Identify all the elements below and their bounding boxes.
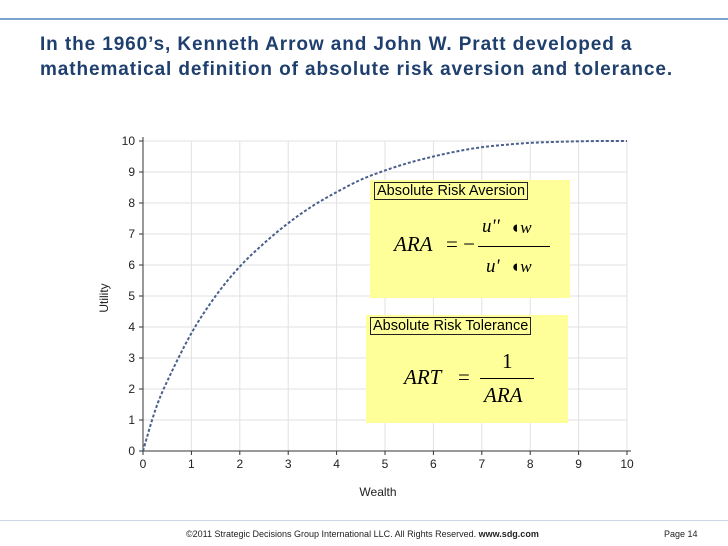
slide-title: In the 1960’s, Kenneth Arrow and John W.… — [40, 34, 674, 80]
footer-copyright-text: ©2011 Strategic Decisions Group Internat… — [186, 529, 477, 539]
x-axis-label: Wealth — [359, 485, 396, 499]
y-tick-label: 3 — [128, 351, 135, 365]
x-tick-label: 8 — [527, 457, 534, 471]
ara-numerator: u'' — [482, 216, 500, 237]
art-lhs: ART — [404, 365, 442, 389]
ara-numerator-arg-icon: ◖w — [510, 218, 532, 237]
chart-axes — [139, 137, 631, 455]
x-tick-label: 0 — [140, 457, 147, 471]
y-tick-label: 8 — [128, 196, 135, 210]
art-numerator: 1 — [502, 349, 513, 373]
art-box: Absolute Risk Tolerance ART = 1 ARA — [366, 315, 568, 423]
utility-curve — [142, 139, 628, 452]
ara-box: Absolute Risk Aversion ARA = − u'' ◖w u'… — [370, 180, 570, 298]
ara-denominator-arg-icon: ◖w — [510, 257, 532, 276]
art-heading: Absolute Risk Tolerance — [370, 317, 532, 335]
footer-rule — [0, 520, 728, 521]
y-tick-label: 2 — [128, 382, 135, 396]
x-tick-label: 7 — [478, 457, 485, 471]
y-axis-label: Utility — [97, 283, 111, 312]
ara-denominator: u' — [486, 256, 500, 277]
top-rule — [0, 18, 728, 20]
art-denominator: ARA — [484, 383, 523, 407]
y-tick-label: 1 — [128, 413, 135, 427]
y-tick-label: 6 — [128, 258, 135, 272]
x-tick-label: 10 — [620, 457, 634, 471]
y-tick-label: 5 — [128, 289, 135, 303]
ara-fraction-bar — [478, 246, 550, 247]
x-tick-label: 2 — [236, 457, 243, 471]
slide-footer: ©2011 Strategic Decisions Group Internat… — [0, 525, 728, 546]
y-tick-label: 7 — [128, 227, 135, 241]
x-tick-label: 3 — [285, 457, 292, 471]
art-equals: = — [458, 365, 470, 389]
footer-url[interactable]: www.sdg.com — [478, 529, 539, 539]
y-tick-label: 10 — [122, 134, 136, 148]
x-tick-label: 9 — [575, 457, 582, 471]
y-tick-label: 0 — [128, 444, 135, 458]
ara-lhs: ARA — [394, 232, 433, 256]
footer-copyright: ©2011 Strategic Decisions Group Internat… — [186, 529, 539, 539]
x-tick-label: 1 — [188, 457, 195, 471]
ara-heading: Absolute Risk Aversion — [374, 182, 529, 200]
y-tick-label: 9 — [128, 165, 135, 179]
x-tick-label: 5 — [382, 457, 389, 471]
y-tick-label: 4 — [128, 320, 135, 334]
x-tick-label: 4 — [333, 457, 340, 471]
art-fraction-bar — [480, 378, 534, 379]
x-tick-label: 6 — [430, 457, 437, 471]
chart-tick-labels: 0 1 2 3 4 5 6 7 8 9 10 0 1 2 3 4 5 6 7 8 9 10 — [122, 134, 634, 471]
page-number: Page 14 — [664, 529, 698, 539]
ara-equals-minus: = − — [446, 232, 475, 256]
